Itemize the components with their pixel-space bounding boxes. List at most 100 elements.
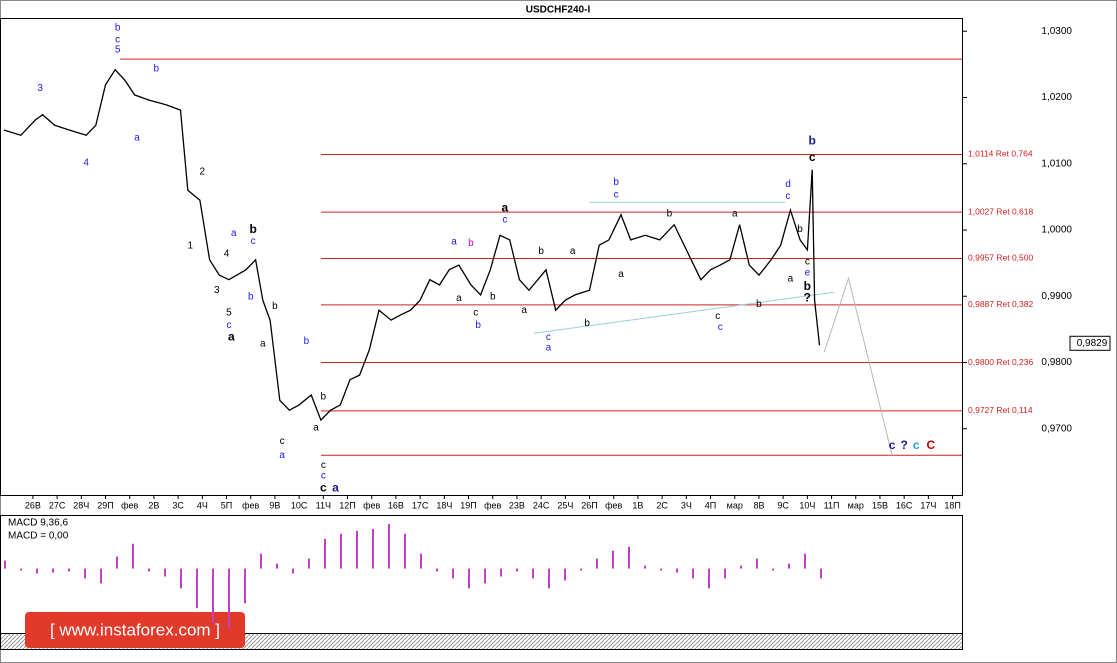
y-tick-label: 0,9800: [1041, 357, 1072, 368]
wave-label: c: [321, 470, 326, 481]
wave-label: b: [468, 238, 474, 249]
macd-bar: [212, 568, 214, 624]
x-tick-label: 28Ч: [73, 500, 89, 510]
wave-label: 3: [214, 285, 220, 296]
macd-bar: [612, 550, 614, 569]
macd-bar: [228, 568, 230, 629]
wave-label: a: [134, 133, 140, 144]
wave-label: b: [115, 23, 121, 34]
macd-bar: [420, 553, 422, 569]
wave-label: b: [304, 336, 310, 347]
x-tick-label: 2В: [148, 500, 159, 510]
x-tick-label: фев: [484, 500, 501, 510]
macd-value: MACD = 0,00: [8, 531, 69, 542]
x-tick-label: 12П: [339, 500, 355, 510]
macd-bar: [724, 568, 726, 579]
macd-bar: [676, 568, 678, 573]
wave-label: c: [502, 215, 507, 226]
wave-label: c: [785, 191, 790, 202]
macd-bar: [516, 568, 518, 572]
macd-bar: [52, 568, 54, 573]
plot-frame: [0, 18, 963, 496]
wave-label: c: [546, 332, 551, 343]
x-tick-label: 25Ч: [557, 500, 573, 510]
wave-label: a: [332, 481, 339, 495]
wave-label: c: [280, 436, 285, 447]
wave-label: a: [456, 293, 462, 304]
macd-bar: [596, 558, 598, 569]
wave-label: b: [584, 318, 590, 329]
x-tick-label: 2С: [656, 500, 668, 510]
wave-label: 5: [226, 307, 232, 318]
wave-label: b: [613, 177, 619, 188]
trendline: [533, 291, 835, 334]
macd-bar: [68, 568, 70, 572]
wave-label: a: [570, 246, 576, 257]
x-tick-label: мар: [727, 500, 743, 510]
wave-label: a: [788, 274, 794, 285]
macd-bar: [116, 556, 118, 569]
macd-bar: [292, 568, 294, 574]
wave-label: c: [320, 481, 327, 495]
x-tick-label: 18Ч: [436, 500, 452, 510]
macd-bar: [388, 523, 390, 569]
x-tick-label: 9В: [269, 500, 280, 510]
macd-bar: [148, 568, 150, 572]
macd-bar: [628, 546, 630, 569]
macd-bar: [756, 558, 758, 569]
macd-bar: [404, 533, 406, 569]
level-label: 0,9800 Ret 0,236: [968, 357, 1033, 367]
wave-label: b: [804, 279, 811, 293]
wave-label: 5: [115, 44, 121, 55]
wave-label: c: [473, 307, 478, 318]
macd-title: MACD 9,36,6: [8, 518, 68, 529]
macd-bar: [532, 568, 534, 579]
macd-bar: [484, 568, 486, 584]
wave-label: 4: [224, 248, 230, 259]
macd-bar: [276, 563, 278, 569]
x-tick-label: фев: [363, 500, 380, 510]
x-tick-label: 27С: [49, 500, 66, 510]
y-tick-label: 1,0200: [1041, 92, 1072, 103]
level-label: 0,9957 Ret 0,500: [968, 253, 1033, 263]
x-tick-label: 5П: [221, 500, 232, 510]
wave-label: b: [475, 320, 481, 331]
wave-label: d: [785, 179, 791, 190]
wave-label: c: [715, 311, 720, 322]
x-tick-label: 11Ч: [316, 500, 331, 510]
wave-label: b: [249, 222, 256, 236]
y-tick-label: 1,0100: [1041, 158, 1072, 169]
macd-bar: [820, 568, 822, 579]
macd-bar: [564, 568, 566, 581]
macd-bar: [500, 568, 502, 577]
wave-label: c: [913, 438, 920, 452]
macd-bar: [4, 560, 6, 569]
macd-bar: [36, 568, 38, 574]
wave-label: 3: [37, 83, 43, 94]
macd-bar: [164, 568, 166, 577]
projection: [823, 276, 893, 456]
price-line: [3, 68, 821, 422]
wave-label: c: [809, 150, 816, 164]
wave-label: C: [926, 438, 935, 452]
wave-label: a: [451, 237, 457, 248]
macd-bar: [260, 553, 262, 569]
wave-label: b: [797, 224, 803, 235]
wave-label: b: [490, 292, 496, 303]
wave-label: a: [501, 200, 508, 214]
wave-label: c: [614, 190, 619, 201]
x-tick-label: фев: [605, 500, 622, 510]
macd-bar: [196, 568, 198, 609]
wave-label: 1: [187, 241, 193, 252]
macd-bar: [356, 530, 358, 569]
macd-bar: [84, 568, 86, 579]
macd-bar: [180, 568, 182, 589]
wave-label: b: [667, 209, 673, 220]
y-tick-label: 1,0000: [1041, 225, 1072, 236]
wave-label: b: [809, 133, 816, 147]
wave-label: c: [889, 438, 896, 452]
wave-label: 2: [200, 166, 206, 177]
last-price-label: 0,9829: [1077, 338, 1108, 349]
